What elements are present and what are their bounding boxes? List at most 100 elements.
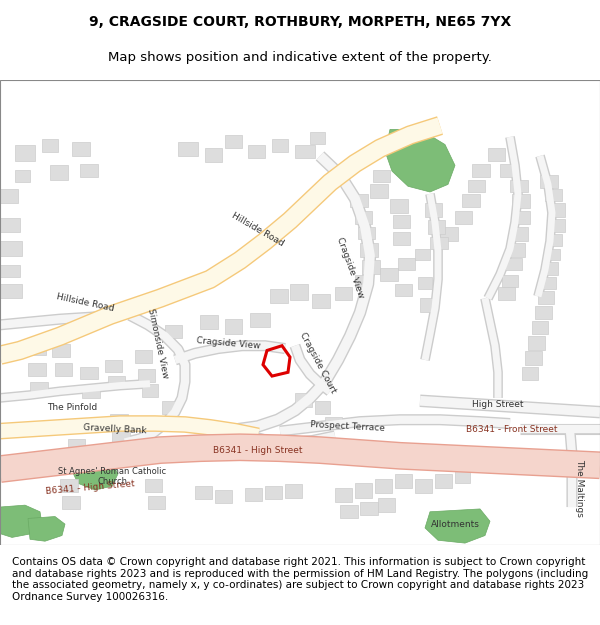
Text: Prospect Terrace: Prospect Terrace: [310, 420, 386, 433]
Polygon shape: [250, 312, 270, 327]
Polygon shape: [290, 284, 308, 300]
Polygon shape: [540, 175, 558, 188]
Polygon shape: [225, 319, 242, 334]
Polygon shape: [362, 260, 380, 274]
Text: Allotments: Allotments: [431, 519, 479, 529]
Text: Contains OS data © Crown copyright and database right 2021. This information is : Contains OS data © Crown copyright and d…: [12, 557, 588, 602]
Polygon shape: [488, 148, 505, 161]
Text: High Street: High Street: [472, 400, 524, 409]
Polygon shape: [425, 509, 490, 543]
Polygon shape: [65, 420, 82, 433]
Text: Cragside Court: Cragside Court: [298, 331, 338, 395]
Polygon shape: [455, 211, 472, 224]
Polygon shape: [395, 474, 412, 488]
Polygon shape: [135, 351, 152, 362]
Polygon shape: [145, 479, 162, 492]
Polygon shape: [72, 142, 90, 156]
Polygon shape: [0, 505, 42, 538]
Polygon shape: [62, 496, 80, 509]
Polygon shape: [545, 249, 560, 260]
Polygon shape: [525, 351, 542, 365]
Polygon shape: [295, 144, 315, 158]
Polygon shape: [15, 144, 35, 161]
Polygon shape: [28, 516, 65, 541]
Polygon shape: [52, 344, 70, 357]
Polygon shape: [0, 265, 20, 278]
Polygon shape: [462, 194, 480, 207]
Polygon shape: [375, 479, 392, 492]
Text: Cragside View: Cragside View: [335, 236, 365, 299]
Polygon shape: [542, 262, 558, 274]
Polygon shape: [28, 341, 46, 355]
Polygon shape: [105, 360, 122, 372]
Text: B6341 - High Street: B6341 - High Street: [45, 479, 135, 496]
Polygon shape: [310, 132, 325, 144]
Polygon shape: [30, 382, 48, 395]
Polygon shape: [60, 479, 78, 492]
Polygon shape: [0, 189, 18, 203]
Polygon shape: [272, 139, 288, 152]
Polygon shape: [505, 258, 522, 270]
Polygon shape: [72, 459, 118, 490]
Polygon shape: [142, 384, 158, 397]
Polygon shape: [378, 498, 395, 512]
Polygon shape: [428, 221, 445, 234]
Polygon shape: [538, 291, 554, 304]
Text: The Maltings: The Maltings: [575, 459, 584, 517]
Polygon shape: [295, 393, 312, 408]
Polygon shape: [28, 362, 46, 376]
Polygon shape: [350, 194, 368, 207]
Text: B6341 - High Street: B6341 - High Street: [213, 446, 303, 454]
Polygon shape: [0, 284, 22, 298]
Polygon shape: [248, 144, 265, 158]
Text: Simonside View: Simonside View: [146, 308, 170, 379]
Polygon shape: [325, 417, 342, 429]
Polygon shape: [548, 219, 565, 232]
Polygon shape: [390, 199, 408, 213]
Polygon shape: [68, 439, 85, 452]
Polygon shape: [315, 401, 330, 414]
Polygon shape: [108, 376, 125, 388]
Polygon shape: [178, 142, 198, 156]
Polygon shape: [510, 227, 528, 241]
Polygon shape: [435, 474, 452, 488]
Polygon shape: [270, 289, 288, 303]
Polygon shape: [385, 129, 455, 192]
Polygon shape: [393, 232, 410, 245]
Polygon shape: [55, 362, 72, 376]
Polygon shape: [225, 135, 242, 148]
Polygon shape: [265, 486, 282, 499]
Polygon shape: [15, 170, 30, 182]
Polygon shape: [532, 321, 548, 334]
Polygon shape: [508, 243, 525, 256]
Polygon shape: [420, 298, 435, 311]
Polygon shape: [148, 496, 165, 509]
Polygon shape: [535, 306, 552, 319]
Polygon shape: [540, 278, 556, 289]
Polygon shape: [110, 414, 128, 428]
Text: 9, CRAGSIDE COURT, ROTHBURY, MORPETH, NE65 7YX: 9, CRAGSIDE COURT, ROTHBURY, MORPETH, NE…: [89, 16, 511, 29]
Polygon shape: [425, 203, 442, 217]
Polygon shape: [455, 469, 470, 483]
Polygon shape: [398, 258, 415, 270]
Polygon shape: [415, 249, 430, 260]
Polygon shape: [200, 316, 218, 329]
Polygon shape: [340, 505, 358, 518]
Polygon shape: [245, 488, 262, 501]
Polygon shape: [548, 234, 562, 246]
Polygon shape: [512, 194, 530, 208]
Polygon shape: [498, 287, 515, 300]
Polygon shape: [335, 488, 352, 502]
Polygon shape: [195, 486, 212, 499]
Polygon shape: [360, 243, 378, 256]
Text: B6341 - Front Street: B6341 - Front Street: [467, 425, 558, 434]
Text: St Agnes' Roman Catholic
Church: St Agnes' Roman Catholic Church: [58, 467, 166, 486]
Polygon shape: [112, 431, 130, 444]
Polygon shape: [528, 336, 545, 349]
Text: The Pinfold: The Pinfold: [47, 403, 97, 412]
Text: Cragside View: Cragside View: [196, 336, 260, 351]
Polygon shape: [358, 227, 375, 239]
Polygon shape: [510, 179, 528, 192]
Polygon shape: [545, 189, 562, 201]
Polygon shape: [355, 274, 372, 287]
